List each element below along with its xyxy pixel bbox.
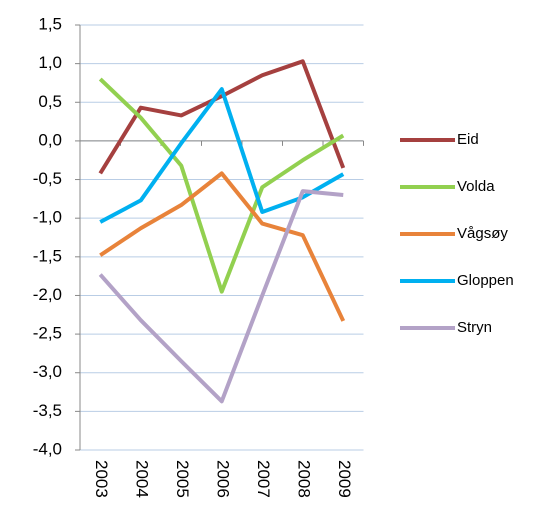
series-line (98, 189, 344, 404)
series-line (98, 77, 345, 294)
legend: Eid Volda Vågsøy Gloppen Stryn (400, 131, 514, 336)
series-line (99, 171, 346, 322)
x-tick-label: 2007 (254, 460, 273, 498)
y-tick-label: -0,5 (33, 169, 62, 188)
y-tick-label: -4,0 (33, 439, 62, 458)
legend-label: Gloppen (457, 272, 514, 289)
x-tick-label: 2003 (92, 460, 111, 498)
x-tick-label: 2006 (213, 460, 232, 498)
x-tick-label: 2005 (173, 460, 192, 498)
y-tick-label: 1,5 (38, 14, 62, 33)
y-tick-label: 0,0 (38, 130, 62, 149)
legend-label: Eid (457, 131, 479, 148)
y-tick-label: -2,0 (33, 285, 62, 304)
x-tick-label: 2009 (335, 460, 354, 498)
legend-label: Volda (457, 178, 495, 195)
y-tick-label: -1,0 (33, 208, 62, 227)
legend-label: Vågsøy (457, 225, 508, 242)
y-tick-label: -3,5 (33, 401, 62, 420)
series-line (98, 59, 346, 175)
y-tick-label: -1,5 (33, 246, 62, 265)
y-tick-label: 1,0 (38, 53, 62, 72)
x-tick-label: 2004 (132, 460, 151, 498)
legend-label: Stryn (457, 319, 492, 336)
y-tick-label: -2,5 (33, 324, 62, 343)
series-line (99, 87, 345, 224)
y-tick-label: -3,0 (33, 362, 62, 381)
y-tick-label: 0,5 (38, 92, 62, 111)
x-tick-label: 2008 (294, 460, 313, 498)
